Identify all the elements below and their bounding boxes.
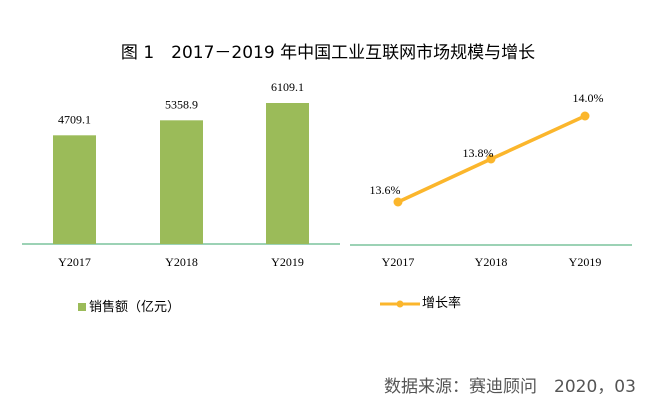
- line-data-label: 13.8%: [463, 146, 494, 160]
- bar-data-label: 6109.1: [271, 80, 304, 94]
- bar-Y2018: [160, 120, 203, 244]
- bar-data-label: 4709.1: [58, 112, 91, 126]
- growth-point-Y2019: [580, 111, 590, 121]
- source-note: 数据来源：赛迪顾问 2020，03: [384, 377, 636, 397]
- legend-label-growth: 增长率: [422, 296, 462, 311]
- growth-point-Y2018: [486, 154, 496, 164]
- line-data-label: 13.6%: [370, 183, 401, 197]
- x-tick-label: Y2018: [475, 255, 508, 269]
- x-tick-label: Y2019: [569, 255, 602, 269]
- bar-Y2019: [266, 103, 309, 244]
- legend-line-marker-icon: [380, 300, 420, 307]
- bar-data-label: 5358.9: [165, 97, 198, 111]
- line-data-label: 14.0%: [573, 91, 604, 105]
- legend-growth: 增长率: [378, 292, 461, 311]
- x-tick-label: Y2017: [382, 255, 415, 269]
- x-tick-label: Y2018: [165, 255, 198, 269]
- legend-label-sales: 销售额（亿元）: [89, 300, 181, 315]
- legend-sales: 销售额（亿元）: [78, 296, 180, 315]
- chart-title: 图 1 2017－2019 年中国工业互联网市场规模与增长: [120, 43, 536, 63]
- bar-Y2017: [53, 135, 96, 244]
- x-tick-label: Y2017: [58, 255, 91, 269]
- growth-point-Y2017: [393, 197, 403, 207]
- x-tick-label: Y2019: [271, 255, 304, 269]
- legend-swatch-sales: [78, 303, 86, 311]
